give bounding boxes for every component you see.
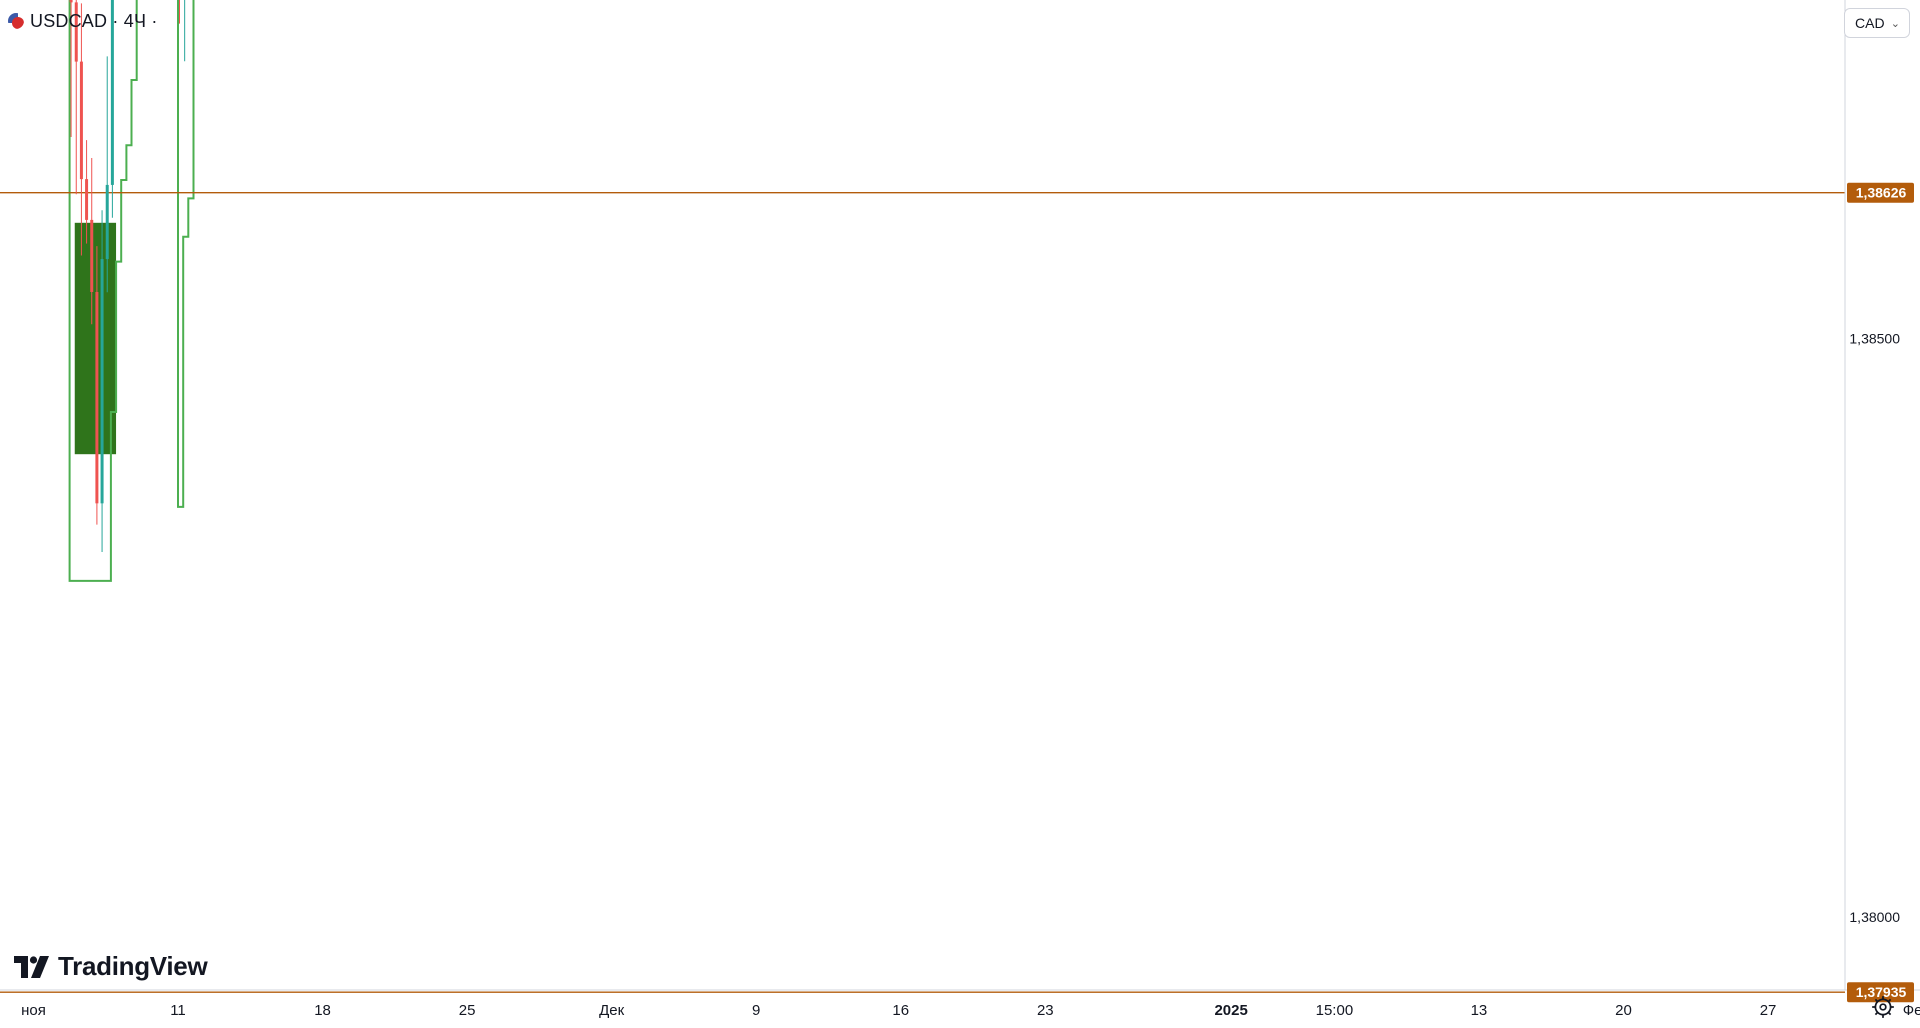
x-tick-label: ноя	[21, 1002, 46, 1019]
candle	[69, 0, 73, 138]
y-tick-label: 1,38500	[1849, 331, 1900, 347]
candle	[74, 0, 78, 195]
level-badge	[1847, 182, 1914, 203]
candle-body	[74, 2, 78, 62]
candle	[85, 140, 89, 244]
gear-icon[interactable]	[1870, 994, 1896, 1020]
x-tick-label: 13	[1471, 1002, 1488, 1019]
currency-select[interactable]: CAD ⌄	[1844, 8, 1910, 38]
currency-value: CAD	[1855, 15, 1885, 31]
candle-body	[85, 179, 89, 220]
x-tick-label: 9	[752, 1002, 760, 1019]
symbol-title[interactable]: USDCAD · 4Ч ·	[30, 10, 158, 31]
price-axis-panel[interactable]	[1845, 0, 1920, 1028]
x-tick-label: 16	[892, 1002, 909, 1019]
candle	[105, 56, 109, 293]
x-tick-label: Фе	[1903, 1002, 1920, 1019]
candle-body	[79, 61, 83, 180]
y-tick-label: 1,38000	[1849, 909, 1900, 925]
logo-text: TradingView	[58, 951, 208, 981]
chevron-down-icon: ⌄	[1890, 18, 1900, 30]
x-tick-label: 23	[1037, 1002, 1054, 1019]
tradingview-logo[interactable]: TradingView	[14, 951, 208, 982]
candle	[90, 158, 94, 325]
level-badge	[1847, 982, 1914, 1003]
x-tick-label: 18	[314, 1002, 331, 1019]
candle-body	[110, 0, 114, 185]
usd-cad-flag-icon	[8, 13, 24, 29]
candle-body	[95, 291, 99, 504]
trailing-support-line	[68, 0, 195, 582]
x-tick-label: 27	[1760, 1002, 1777, 1019]
candle	[79, 3, 83, 256]
candle-body	[100, 259, 104, 504]
level-badge-label: 1,38626	[1856, 185, 1907, 201]
x-tick-label: 25	[459, 1002, 476, 1019]
x-tick-label: 11	[170, 1002, 186, 1019]
x-tick-label: 20	[1615, 1002, 1632, 1019]
candle	[110, 0, 114, 218]
x-tick-label: Дек	[599, 1002, 625, 1019]
x-tick-label: 15:00	[1316, 1002, 1354, 1019]
chart-header: USDCAD · 4Ч ·	[8, 8, 158, 34]
x-tick-label: 2025	[1214, 1002, 1247, 1019]
candle	[95, 246, 99, 525]
candle-body	[105, 184, 109, 260]
candle-body	[90, 219, 94, 292]
candle	[100, 210, 104, 552]
level-badge-label: 1,37935	[1856, 984, 1907, 1000]
candle	[184, 0, 186, 62]
candle-body	[69, 0, 73, 3]
tradingview-logo-icon	[14, 955, 49, 978]
